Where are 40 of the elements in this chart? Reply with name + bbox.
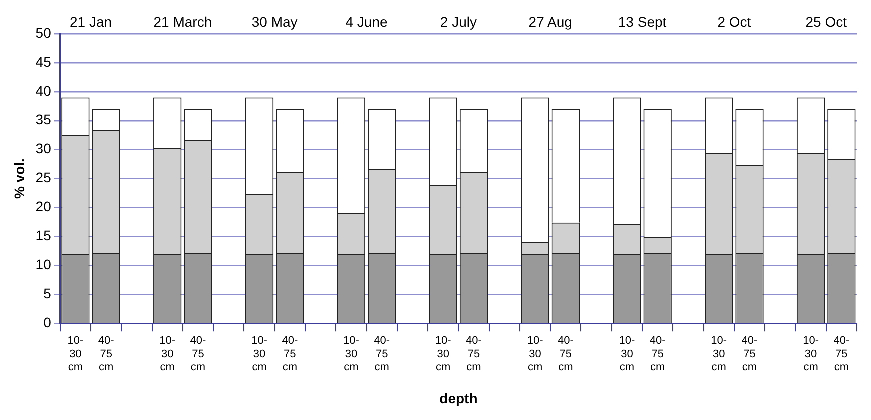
x-tick-label: 40-75 cm <box>834 335 850 374</box>
x-tick-label: 40-75 cm <box>466 335 482 374</box>
text: 25 Oct <box>806 14 848 30</box>
x-tick-label: 40-75 cm <box>374 335 390 374</box>
y-tick-label: 5 <box>44 286 52 302</box>
y-tick-label: 50 <box>36 24 52 41</box>
x-tick-label: 10-30 cm <box>711 335 728 374</box>
y-tick-label: 45 <box>36 54 52 70</box>
text: 2 July <box>440 14 477 30</box>
x-tick-label: 40-75 cm <box>742 335 758 374</box>
x-tick-label: 10-30 cm <box>160 335 176 374</box>
y-tick-label: 35 <box>36 112 52 128</box>
y-tick-label: 30 <box>36 140 52 157</box>
x-tick-label: 10-30 cm <box>803 335 820 374</box>
x-tick-label: 10-30 cm <box>252 335 268 374</box>
text: 30 May <box>252 14 298 30</box>
x-tick-label: 10-30 cm <box>435 335 452 374</box>
x-tick-label: 10-30 cm <box>68 335 84 374</box>
y-tick-label: 0 <box>44 314 52 330</box>
x-tick-label: 40-75 cm <box>282 335 298 374</box>
text: 27 Aug <box>528 14 572 30</box>
x-tick-label: 40-75 cm <box>190 335 207 374</box>
x-tick-label: 10-30 cm <box>343 335 360 374</box>
y-tick-label: 25 <box>36 170 52 186</box>
y-tick-label: 20 <box>36 198 52 215</box>
text: 21 Jan <box>70 14 112 30</box>
text: 13 Sept <box>618 14 667 30</box>
x-tick-label: 40-75 cm <box>650 335 666 374</box>
x-axis-title: depth <box>440 390 478 406</box>
text: 21 March <box>154 14 212 30</box>
x-tick-label: 40-75 cm <box>98 335 115 374</box>
text: 4 June <box>346 14 388 30</box>
text: 2 Oct <box>718 14 752 30</box>
y-tick-label: 10 <box>36 256 52 273</box>
x-tick-label: 40-75 cm <box>558 335 574 374</box>
y-axis-title: % vol. <box>11 158 28 200</box>
x-tick-label: 10-30 cm <box>619 335 636 374</box>
x-tick-label: 10-30 cm <box>527 335 544 374</box>
y-tick-label: 15 <box>36 228 52 244</box>
y-tick-label: 40 <box>36 82 52 99</box>
